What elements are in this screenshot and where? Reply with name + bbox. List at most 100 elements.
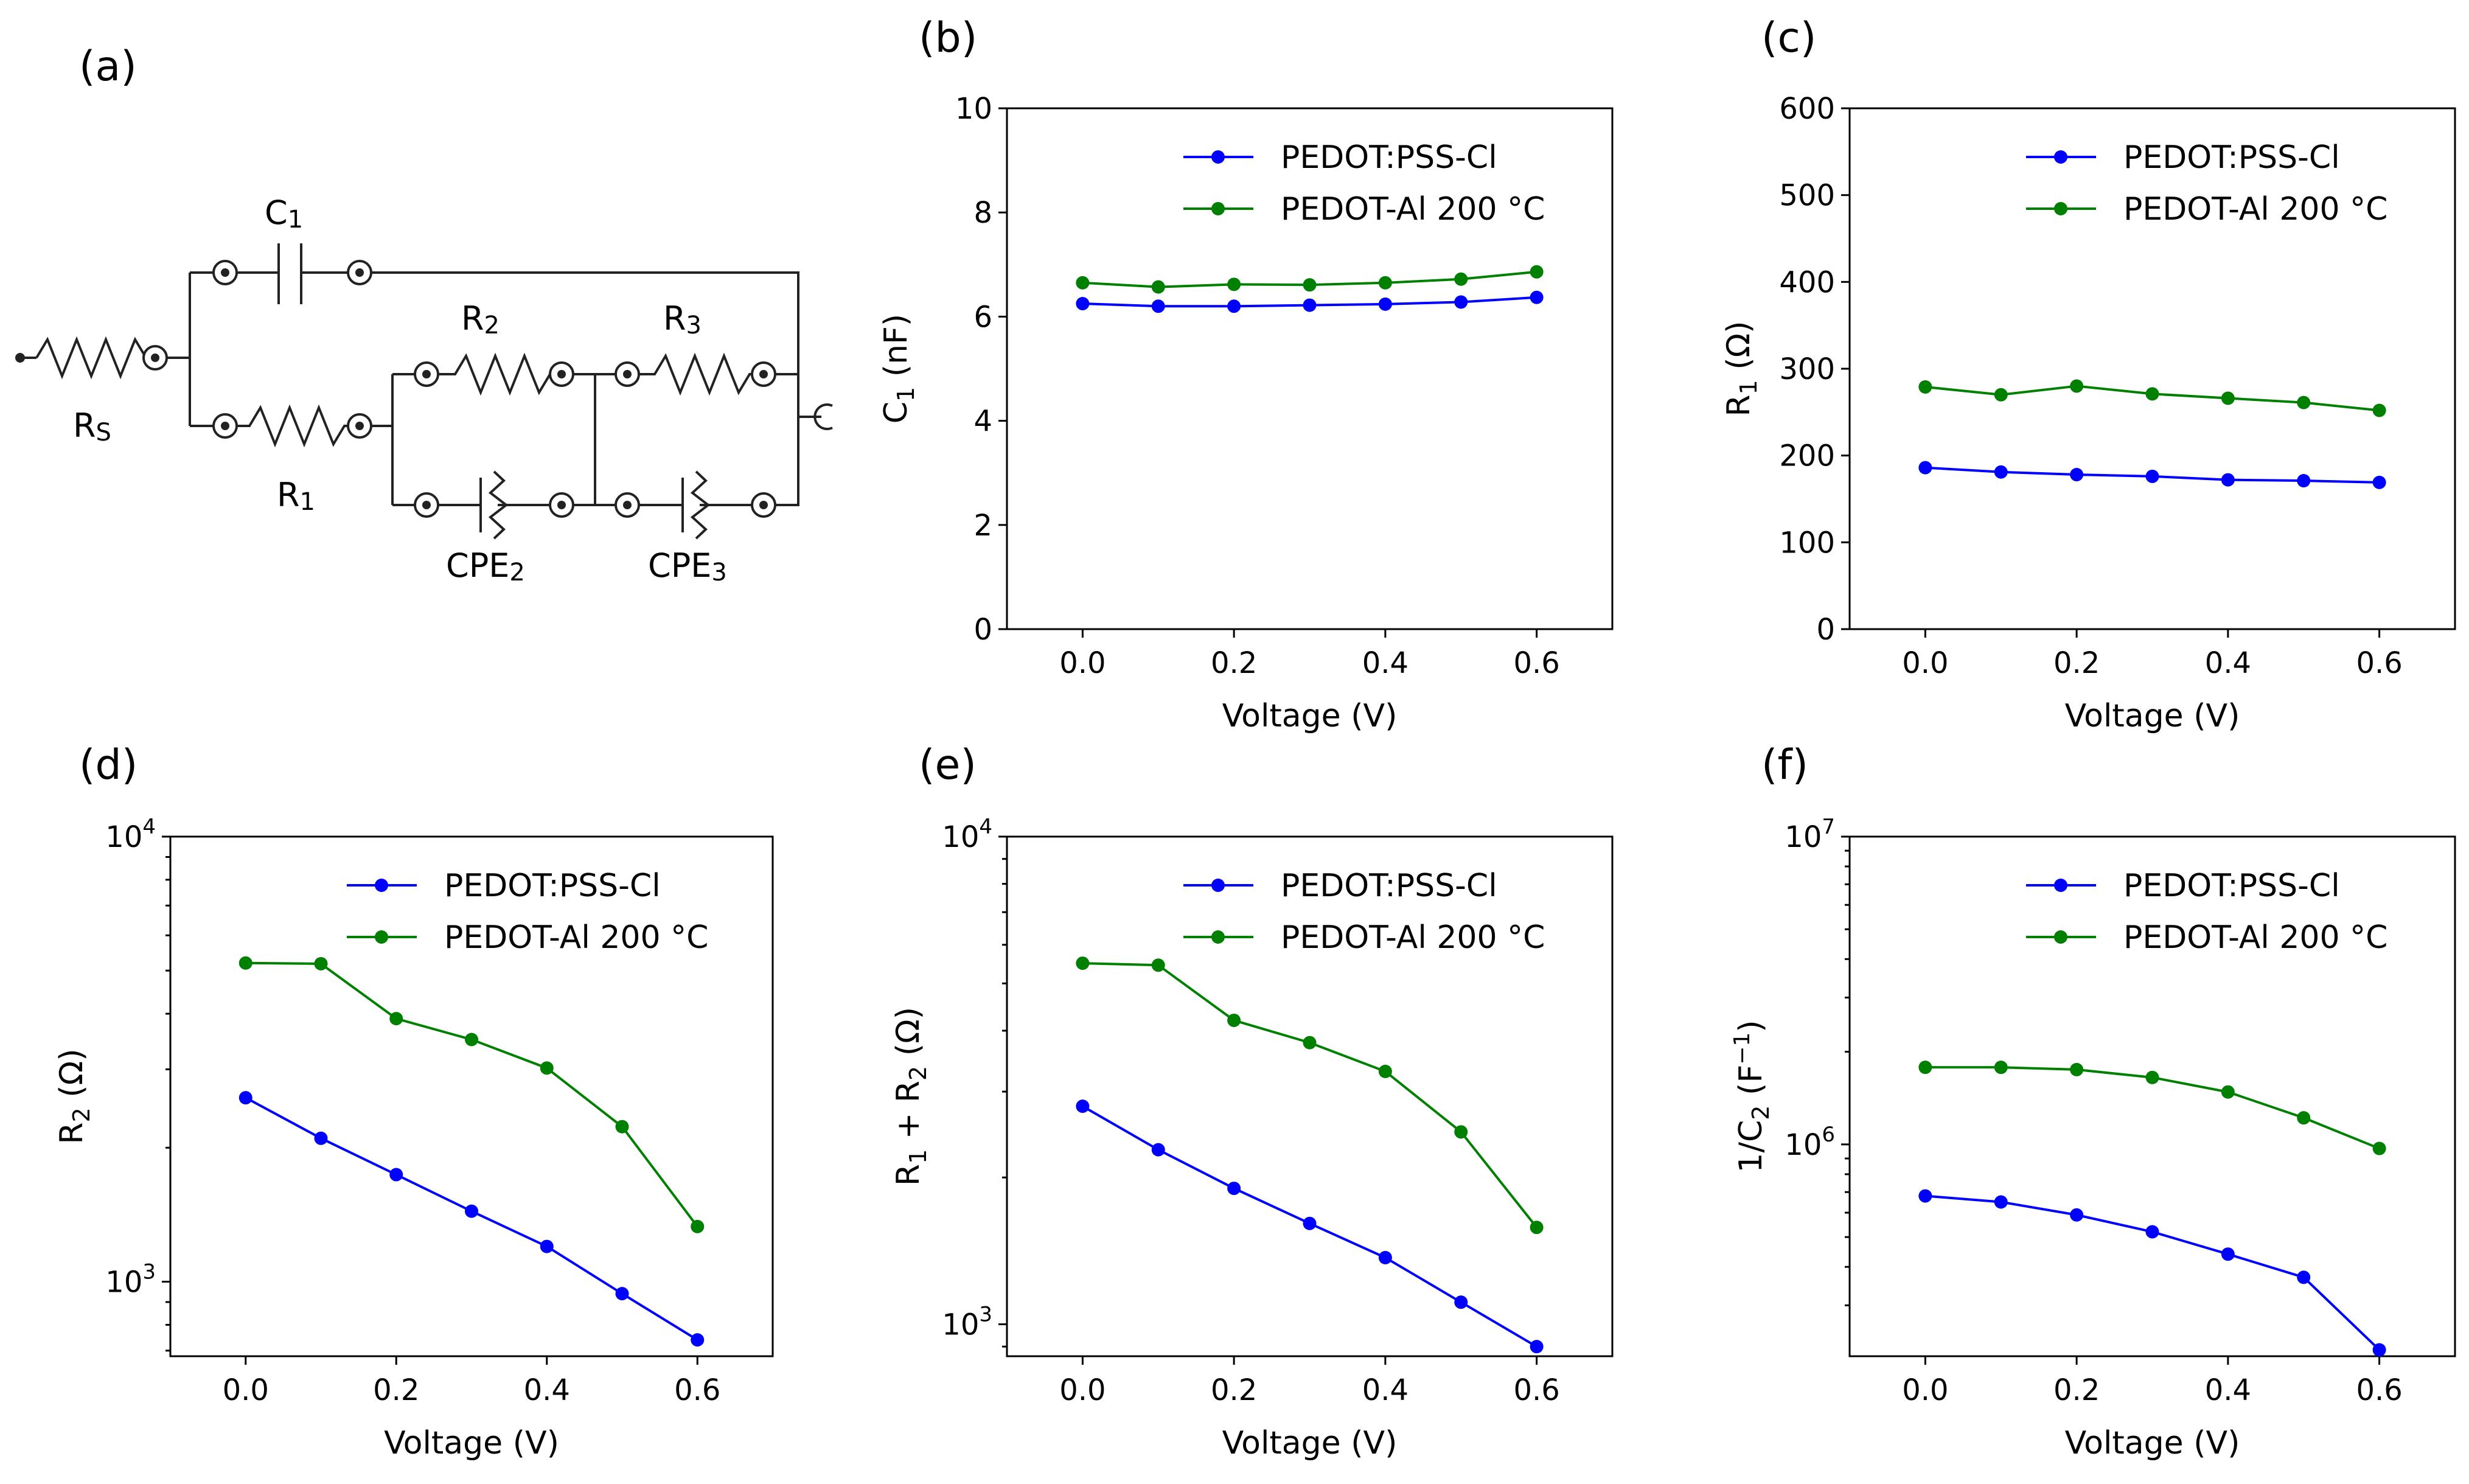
data-point: [2372, 403, 2386, 417]
x-axis-label: Voltage (V): [1222, 698, 1398, 734]
data-point: [540, 1239, 554, 1253]
x-tick-label: 0.0: [1059, 646, 1106, 680]
node-cpe3-right: [751, 492, 776, 518]
axes-frame: [1006, 835, 1614, 1357]
data-point: [1076, 276, 1090, 290]
series-line-1: [245, 961, 698, 1228]
node-cpe3-left: [615, 492, 640, 518]
data-point: [314, 1131, 328, 1145]
data-point: [314, 956, 328, 970]
legend-label: PEDOT:PSS-Cl: [444, 868, 661, 904]
node-cpe2-left: [414, 492, 439, 518]
data-point: [1530, 1340, 1544, 1354]
node-r3-left: [615, 361, 640, 387]
y-tick-label: 8: [973, 196, 992, 230]
y-axis-label: 1/C2 (F−1): [1730, 1020, 1774, 1172]
data-point: [1378, 1250, 1392, 1264]
data-point: [1994, 1195, 2008, 1209]
y-tick-label: 103: [942, 1303, 992, 1342]
x-tick-label: 0.2: [2053, 1373, 2100, 1407]
node-r1-right: [347, 413, 372, 439]
y-tick-label: 10: [955, 92, 992, 126]
data-point: [1303, 298, 1317, 312]
data-point: [2297, 395, 2311, 409]
data-point: [540, 1061, 554, 1075]
y-axis-label: R1 (Ω): [1721, 321, 1762, 416]
data-point: [1918, 461, 1932, 475]
legend-swatch-marker: [2054, 202, 2067, 215]
chart-r1-vs-voltage: 0.0 0.2 0.4 0.6 0 100 200 300 400 500 600 Voltage (…: [1721, 92, 2456, 734]
data-point: [1918, 1189, 1932, 1203]
chart-r1-plus-r2-vs-voltage: 0.0 0.2 0.4 0.6 103 104 Voltage (V) R1 + R2 (Ω)…: [890, 815, 1614, 1461]
data-point: [1454, 272, 1468, 286]
data-point: [1303, 1216, 1317, 1230]
y-tick-label: 500: [1779, 179, 1835, 213]
y-tick-label: 2: [973, 509, 992, 543]
x-tick-label: 0.2: [1211, 1373, 1257, 1407]
wire-output: [775, 373, 821, 506]
legend-swatch-marker: [375, 879, 388, 892]
y-tick-label: 300: [1779, 352, 1835, 386]
x-tick-label: 0.2: [1211, 646, 1257, 680]
y-tick-label: 100: [1779, 526, 1835, 560]
data-point: [1994, 1061, 2008, 1075]
x-tick-label: 0.6: [1513, 646, 1559, 680]
data-point: [1076, 297, 1090, 310]
x-tick-label: 0.4: [2205, 1373, 2251, 1407]
data-point: [1227, 299, 1241, 313]
data-point: [2145, 1070, 2159, 1084]
data-point: [1076, 956, 1090, 970]
capacitor-c1: [237, 243, 348, 304]
data-point: [389, 1012, 403, 1026]
axes-frame: [1006, 107, 1614, 630]
label-r2: R2: [461, 299, 500, 340]
legend-label: PEDOT:PSS-Cl: [1281, 868, 1497, 904]
resistor-r1: [237, 404, 348, 448]
chart-c1-vs-voltage: 0.0 0.2 0.4 0.6 0 2 4 6 8 10 Voltage (V) C1 (nF) PED…: [878, 92, 1614, 734]
y-axis-label: R1 + R2 (Ω): [890, 1007, 932, 1186]
data-point: [1918, 1061, 1932, 1075]
data-point: [1227, 1182, 1241, 1196]
data-point: [2145, 387, 2159, 401]
legend-swatch-marker: [2054, 879, 2067, 892]
data-point: [2145, 469, 2159, 483]
data-point: [1227, 1013, 1241, 1027]
data-point: [2070, 379, 2084, 393]
node-cpe2-right: [549, 492, 574, 518]
cpe3-plate: [639, 478, 684, 532]
legend-swatch-marker: [1211, 202, 1225, 215]
wire-split: [167, 271, 213, 427]
data-point: [2070, 468, 2084, 482]
data-point: [239, 1091, 252, 1105]
node-c1-right: [347, 260, 372, 285]
data-point: [1151, 280, 1165, 294]
y-tick-label: 103: [105, 1259, 156, 1299]
y-tick-label: 107: [1785, 815, 1835, 854]
y-tick-label: 0: [1816, 613, 1835, 647]
label-cpe2: CPE2: [446, 546, 525, 587]
x-axis-label: Voltage (V): [2065, 698, 2240, 734]
data-point: [1454, 1295, 1468, 1309]
data-point: [2297, 1270, 2311, 1284]
panel-label-a: (a): [79, 43, 137, 91]
cpe2-element: [488, 470, 550, 540]
y-tick-label: 104: [942, 815, 992, 854]
data-point: [2221, 1247, 2235, 1261]
data-point: [1454, 1125, 1468, 1139]
data-point: [1378, 297, 1392, 311]
x-tick-label: 0.0: [1902, 646, 1948, 680]
y-tick-label: 106: [1785, 1123, 1835, 1162]
y-tick-label: 200: [1779, 439, 1835, 473]
series-line-1: [1082, 962, 1538, 1228]
equivalent-circuit: RS C1 R1 R2 R3 CPE2 CPE3: [15, 193, 833, 587]
axes-frame: [1848, 107, 2456, 630]
data-point: [1151, 1143, 1165, 1157]
x-tick-label: 0.4: [2205, 646, 2251, 680]
data-point: [2297, 474, 2311, 488]
wire-mid-junction: [573, 373, 616, 506]
axes-frame: [169, 835, 774, 1357]
chart-r2-vs-voltage: 0.0 0.2 0.4 0.6 103 104 Voltage (V) R2 (Ω) PEDOT…: [54, 815, 774, 1461]
series-line-0: [1925, 1194, 2381, 1351]
axes-frame: [1848, 835, 2456, 1357]
